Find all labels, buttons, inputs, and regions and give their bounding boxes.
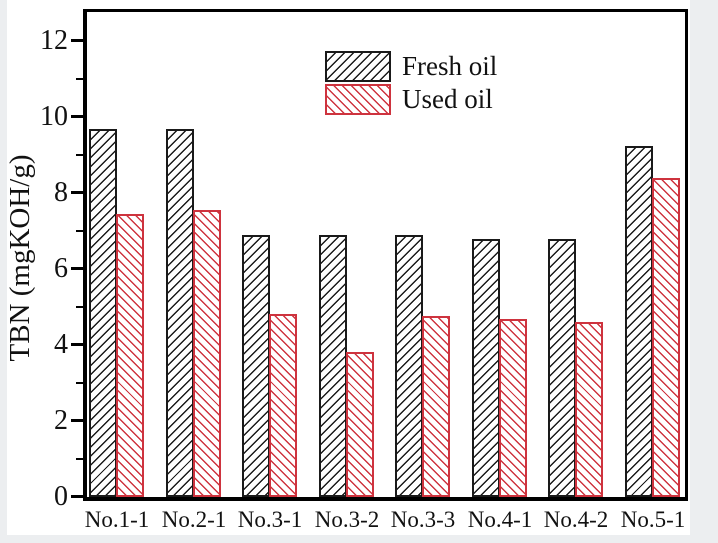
bar-used-no.3-2	[346, 352, 374, 497]
bars-layer	[87, 12, 685, 497]
bar-fresh-no.2-1	[166, 129, 194, 497]
bar-fresh-no.3-3	[395, 235, 423, 497]
legend-item-used-oil: Used oil	[325, 84, 497, 115]
plot-area	[83, 9, 688, 501]
bar-used-no.4-1	[499, 319, 527, 497]
bar-fresh-no.4-1	[472, 239, 500, 497]
bar-used-no.5-1	[652, 178, 680, 497]
bar-fresh-no.5-1	[625, 146, 653, 497]
bar-used-no.3-3	[422, 316, 450, 497]
legend-item-fresh-oil: Fresh oil	[325, 51, 497, 82]
fresh-oil-hatch-swatch-icon	[325, 51, 391, 82]
legend: Fresh oil Used oil	[325, 51, 497, 117]
bar-fresh-no.4-2	[548, 239, 576, 497]
legend-label-used-oil: Used oil	[402, 84, 493, 114]
bar-fresh-no.1-1	[89, 129, 117, 497]
used-oil-hatch-swatch-icon	[325, 84, 391, 115]
bar-used-no.1-1	[116, 214, 144, 497]
bar-used-no.4-2	[575, 322, 603, 497]
bar-used-no.3-1	[269, 314, 297, 497]
y-axis-title: TBN (mgKOH/g)	[4, 154, 36, 362]
bar-used-no.2-1	[193, 210, 221, 497]
legend-label-fresh-oil: Fresh oil	[402, 51, 498, 81]
bar-fresh-no.3-2	[319, 235, 347, 497]
bar-fresh-no.3-1	[242, 235, 270, 497]
